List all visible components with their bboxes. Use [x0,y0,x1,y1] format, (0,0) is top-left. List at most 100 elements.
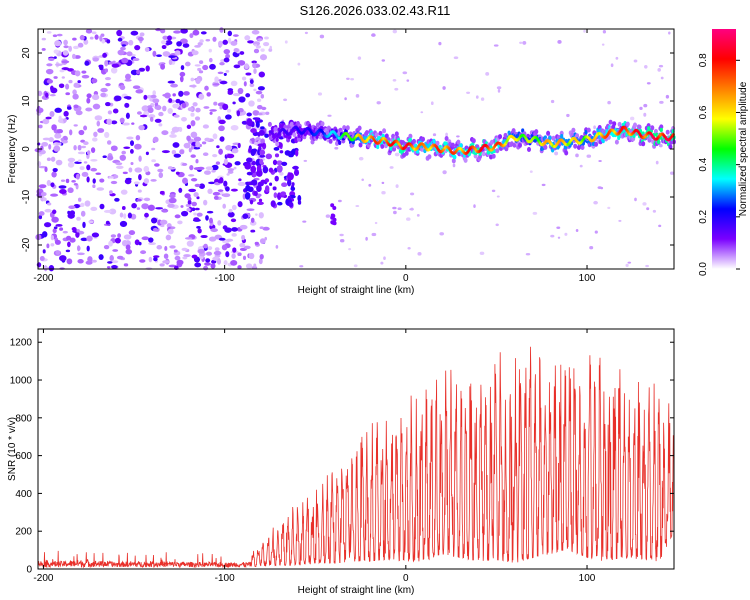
spectrogram-cell [269,182,273,186]
spectrogram-cell [207,246,213,251]
spectrogram-cell [246,171,253,176]
spectrogram-cell [463,157,468,163]
spectrogram-cell [93,131,98,137]
spectrogram-cell [94,34,99,40]
spectrogram-cell [331,213,336,218]
spectrogram-cell [394,152,400,157]
spectrogram-cell [245,93,251,98]
spectrogram-cell [251,29,260,35]
spectrogram-cell [246,208,255,211]
spectrogram-cell [169,245,176,249]
spectrogram-cell [237,60,246,66]
spectrogram-cell [583,29,586,33]
spectrogram-cell [252,62,257,69]
spectrogram-cell [237,142,241,149]
spectrogram-cell [251,137,255,144]
spectrogram-cell [668,31,671,35]
spectrogram-cell [51,124,57,131]
spectrogram-cell [248,252,255,260]
spectrogram-cell [90,167,98,172]
spectrogram-cell [36,262,42,268]
spectrogram-cell [257,112,263,116]
spectrogram-cell [132,85,141,90]
spectrogram-cell [258,198,263,203]
spectrogram-cell [122,122,130,126]
spectrogram-cell [119,154,127,161]
spectrogram-cell [392,206,397,210]
spectrogram-cell [130,161,134,166]
spectrogram-cell [216,145,220,149]
spectrogram-cell [226,173,230,176]
spectrogram-cell [192,29,200,36]
spectrogram-cell [174,214,181,219]
spectrogram-cell [188,188,197,193]
spectrogram-cell [259,149,266,156]
spectrogram-cell [180,205,184,208]
spectrogram-cell [73,104,79,109]
spectrogram-cell [91,31,97,35]
spectrogram-cell [560,134,564,139]
spectrogram-cell [275,141,280,147]
spectrogram-cell [239,51,245,55]
spectrogram-cell [242,255,247,261]
spectrogram-cell [607,100,611,105]
spectrogram-cell [59,227,64,231]
spectrogram-cell [250,128,257,134]
spectrogram-cell [393,210,397,215]
spectrogram-cell [91,94,100,101]
spectrogram-cell [65,178,70,184]
spectrogram-cell [187,196,192,202]
spectrogram-cell [222,103,229,111]
spectrogram-cell [242,193,246,200]
spectrogram-cell [58,83,65,89]
spectrogram-cell [72,53,76,60]
spectrogram-cell [237,181,246,187]
spectrogram-cell [121,150,126,155]
spectrogram-cell [72,89,77,95]
spectrogram-cell [158,111,164,117]
spectrogram-cell [286,178,292,187]
spectrogram-cell [226,108,232,113]
spectrogram-cell [80,202,85,208]
spectrogram-cell [196,226,201,229]
spectrogram-cell [260,179,266,184]
spectrogram-cell [195,77,201,85]
spectrogram-cell [642,202,647,206]
spectrogram-cell [108,240,113,247]
spectrogram-cell [267,121,272,127]
spectrogram-cell [532,211,538,215]
spectrogram-cell [355,204,360,208]
spectrogram-cell [162,105,167,112]
spectrogram-cell [50,243,55,247]
spectrogram-cell [65,83,70,90]
spectrogram-cell [214,76,219,83]
spectrogram-cell [204,85,209,91]
spectrogram-cell [614,139,619,145]
spectrogram-cell [42,249,46,254]
spectrogram-cell [188,147,192,153]
spectrogram-cell [147,204,155,211]
spectrogram-cell [289,121,294,127]
spectrogram-cell [89,36,94,40]
spectrogram-cell [658,64,664,68]
spectrogram-cell [407,247,411,250]
spectrogram-cell [230,218,237,223]
spectrogram-cell [156,54,162,58]
spectrogram-cell [357,125,362,131]
spectrogram-cell [65,92,71,96]
spectrogram-cell [162,260,171,264]
spectrogram-cell [123,96,132,99]
snr-frame [37,328,675,570]
spectrogram-cell [153,256,158,262]
spectrogram-cell [141,105,150,112]
spectrogram-cell [184,61,191,67]
spectrogram-cell [136,111,142,115]
spectrogram-cell [63,45,69,49]
spectrogram-cell [244,63,249,70]
spectrogram-cell [339,233,344,237]
spectrogram-cell [495,223,499,227]
spectrogram-cell [332,206,337,210]
spectrogram-cell [77,151,86,155]
spectrogram-cell [131,122,135,125]
